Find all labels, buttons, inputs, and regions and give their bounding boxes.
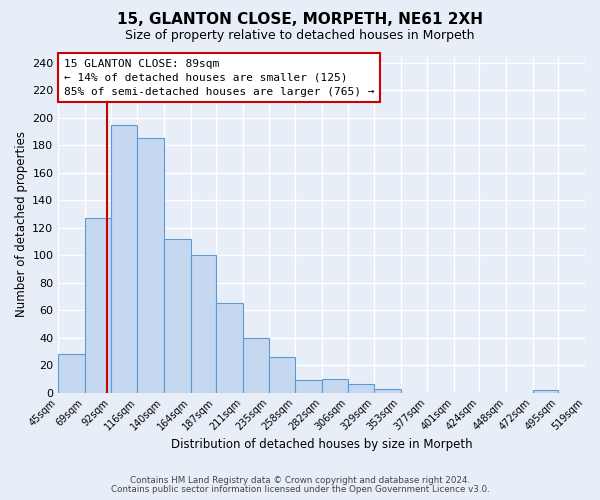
Bar — [110, 124, 137, 392]
Bar — [191, 256, 216, 392]
Bar — [243, 338, 269, 392]
Text: 15, GLANTON CLOSE, MORPETH, NE61 2XH: 15, GLANTON CLOSE, MORPETH, NE61 2XH — [117, 12, 483, 26]
Bar — [533, 390, 559, 392]
Bar — [374, 388, 401, 392]
Text: 15 GLANTON CLOSE: 89sqm
← 14% of detached houses are smaller (125)
85% of semi-d: 15 GLANTON CLOSE: 89sqm ← 14% of detache… — [64, 58, 374, 96]
Bar — [58, 354, 85, 393]
Bar — [322, 379, 349, 392]
Text: Size of property relative to detached houses in Morpeth: Size of property relative to detached ho… — [125, 29, 475, 42]
Bar — [349, 384, 374, 392]
X-axis label: Distribution of detached houses by size in Morpeth: Distribution of detached houses by size … — [171, 438, 472, 451]
Bar — [164, 239, 191, 392]
Y-axis label: Number of detached properties: Number of detached properties — [15, 132, 28, 318]
Text: Contains public sector information licensed under the Open Government Licence v3: Contains public sector information licen… — [110, 485, 490, 494]
Text: Contains HM Land Registry data © Crown copyright and database right 2024.: Contains HM Land Registry data © Crown c… — [130, 476, 470, 485]
Bar — [216, 304, 243, 392]
Bar — [295, 380, 322, 392]
Bar — [85, 218, 110, 392]
Bar — [137, 138, 164, 392]
Bar — [269, 357, 295, 392]
